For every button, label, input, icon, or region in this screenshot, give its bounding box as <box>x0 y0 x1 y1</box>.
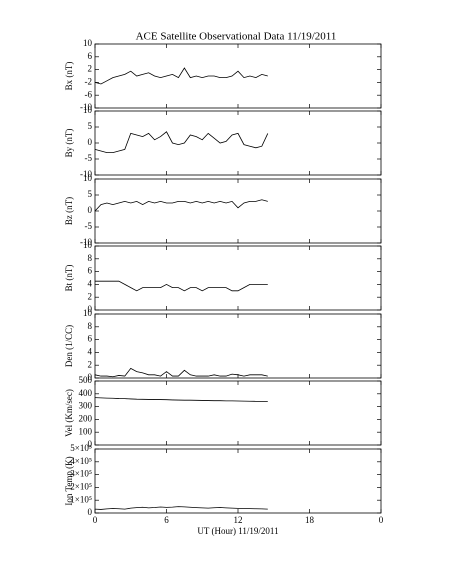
y-tick-label: 2 <box>88 359 93 369</box>
y-tick-label: -10 <box>80 169 92 179</box>
y-tick-label: 2×10⁵ <box>70 481 92 491</box>
y-tick-label: 5 <box>88 121 93 131</box>
y-tick-label: 2 <box>88 64 93 74</box>
y-tick-label: 0 <box>88 205 93 215</box>
y-tick-label: 0 <box>88 304 93 314</box>
y-tick-label: 6 <box>88 51 93 61</box>
y-tick-label: 10 <box>83 105 93 115</box>
x-tick-label: 0 <box>93 515 98 525</box>
y-tick-label: -10 <box>80 102 92 112</box>
y-tick-label: 2 <box>88 291 93 301</box>
y-tick-label: 8 <box>88 321 93 331</box>
y-tick-label: -5 <box>85 221 93 231</box>
y-tick-label: 8 <box>88 253 93 263</box>
y-tick-label: -10 <box>80 237 92 247</box>
y-axis-label: Bx (nT) <box>64 62 74 91</box>
y-tick-label: 5 <box>88 189 93 199</box>
y-tick-label: 1×10⁵ <box>70 494 92 504</box>
plot-frame <box>94 313 382 379</box>
plot-frame <box>94 178 382 244</box>
chart-title: ACE Satellite Observational Data 11/19/2… <box>136 31 337 43</box>
y-tick-label: 4 <box>88 346 93 356</box>
x-tick-label: 18 <box>305 515 315 525</box>
data-line <box>94 131 269 153</box>
y-tick-label: 500 <box>79 375 93 385</box>
y-axis-label: Bz (nT) <box>64 197 74 225</box>
data-line <box>94 397 268 402</box>
y-tick-label: -6 <box>85 89 93 99</box>
plot-frame <box>94 110 382 176</box>
x-axis-label: UT (Hour) 11/19/2011 <box>197 526 278 536</box>
y-tick-label: 0 <box>88 507 93 517</box>
y-tick-label: 100 <box>79 426 93 436</box>
y-tick-label: 3×10⁵ <box>70 469 92 479</box>
y-tick-label: 400 <box>79 388 93 398</box>
y-axis-label: Vel (Km/sec) <box>64 389 74 437</box>
y-tick-label: 200 <box>79 413 93 423</box>
y-tick-label: -5 <box>85 153 93 163</box>
y-tick-label: 10 <box>83 173 93 183</box>
data-line <box>94 67 268 85</box>
y-tick-label: 4 <box>88 278 93 288</box>
y-tick-label: 6 <box>88 266 93 276</box>
y-axis-label: Den (1/CC) <box>64 325 74 367</box>
data-line <box>95 280 268 292</box>
y-tick-label: 4×10⁵ <box>70 456 92 466</box>
data-line <box>94 199 268 212</box>
plot-frame <box>94 380 382 446</box>
y-axis-label: Ion Temp (K) <box>64 456 74 505</box>
y-tick-label: 0 <box>88 439 93 449</box>
y-tick-label: 10 <box>83 240 93 250</box>
x-tick-label: 6 <box>164 515 169 525</box>
y-axis-label: Bt (nT) <box>64 265 74 292</box>
x-tick-label: 0 <box>379 515 384 525</box>
y-tick-label: 0 <box>88 372 93 382</box>
y-tick-label: 10 <box>83 308 93 318</box>
y-tick-label: -2 <box>85 76 93 86</box>
plot-frame <box>94 448 382 514</box>
y-tick-label: 10 <box>83 38 93 48</box>
y-tick-label: 300 <box>79 401 93 411</box>
x-tick-label: 12 <box>234 515 243 525</box>
y-axis-label: By (nT) <box>64 129 74 158</box>
y-tick-label: 5×10⁵ <box>70 443 92 453</box>
data-line <box>94 506 268 510</box>
data-line <box>94 367 268 378</box>
y-tick-label: 6 <box>88 334 93 344</box>
y-tick-label: 0 <box>88 137 93 147</box>
plot-frame <box>94 245 382 311</box>
